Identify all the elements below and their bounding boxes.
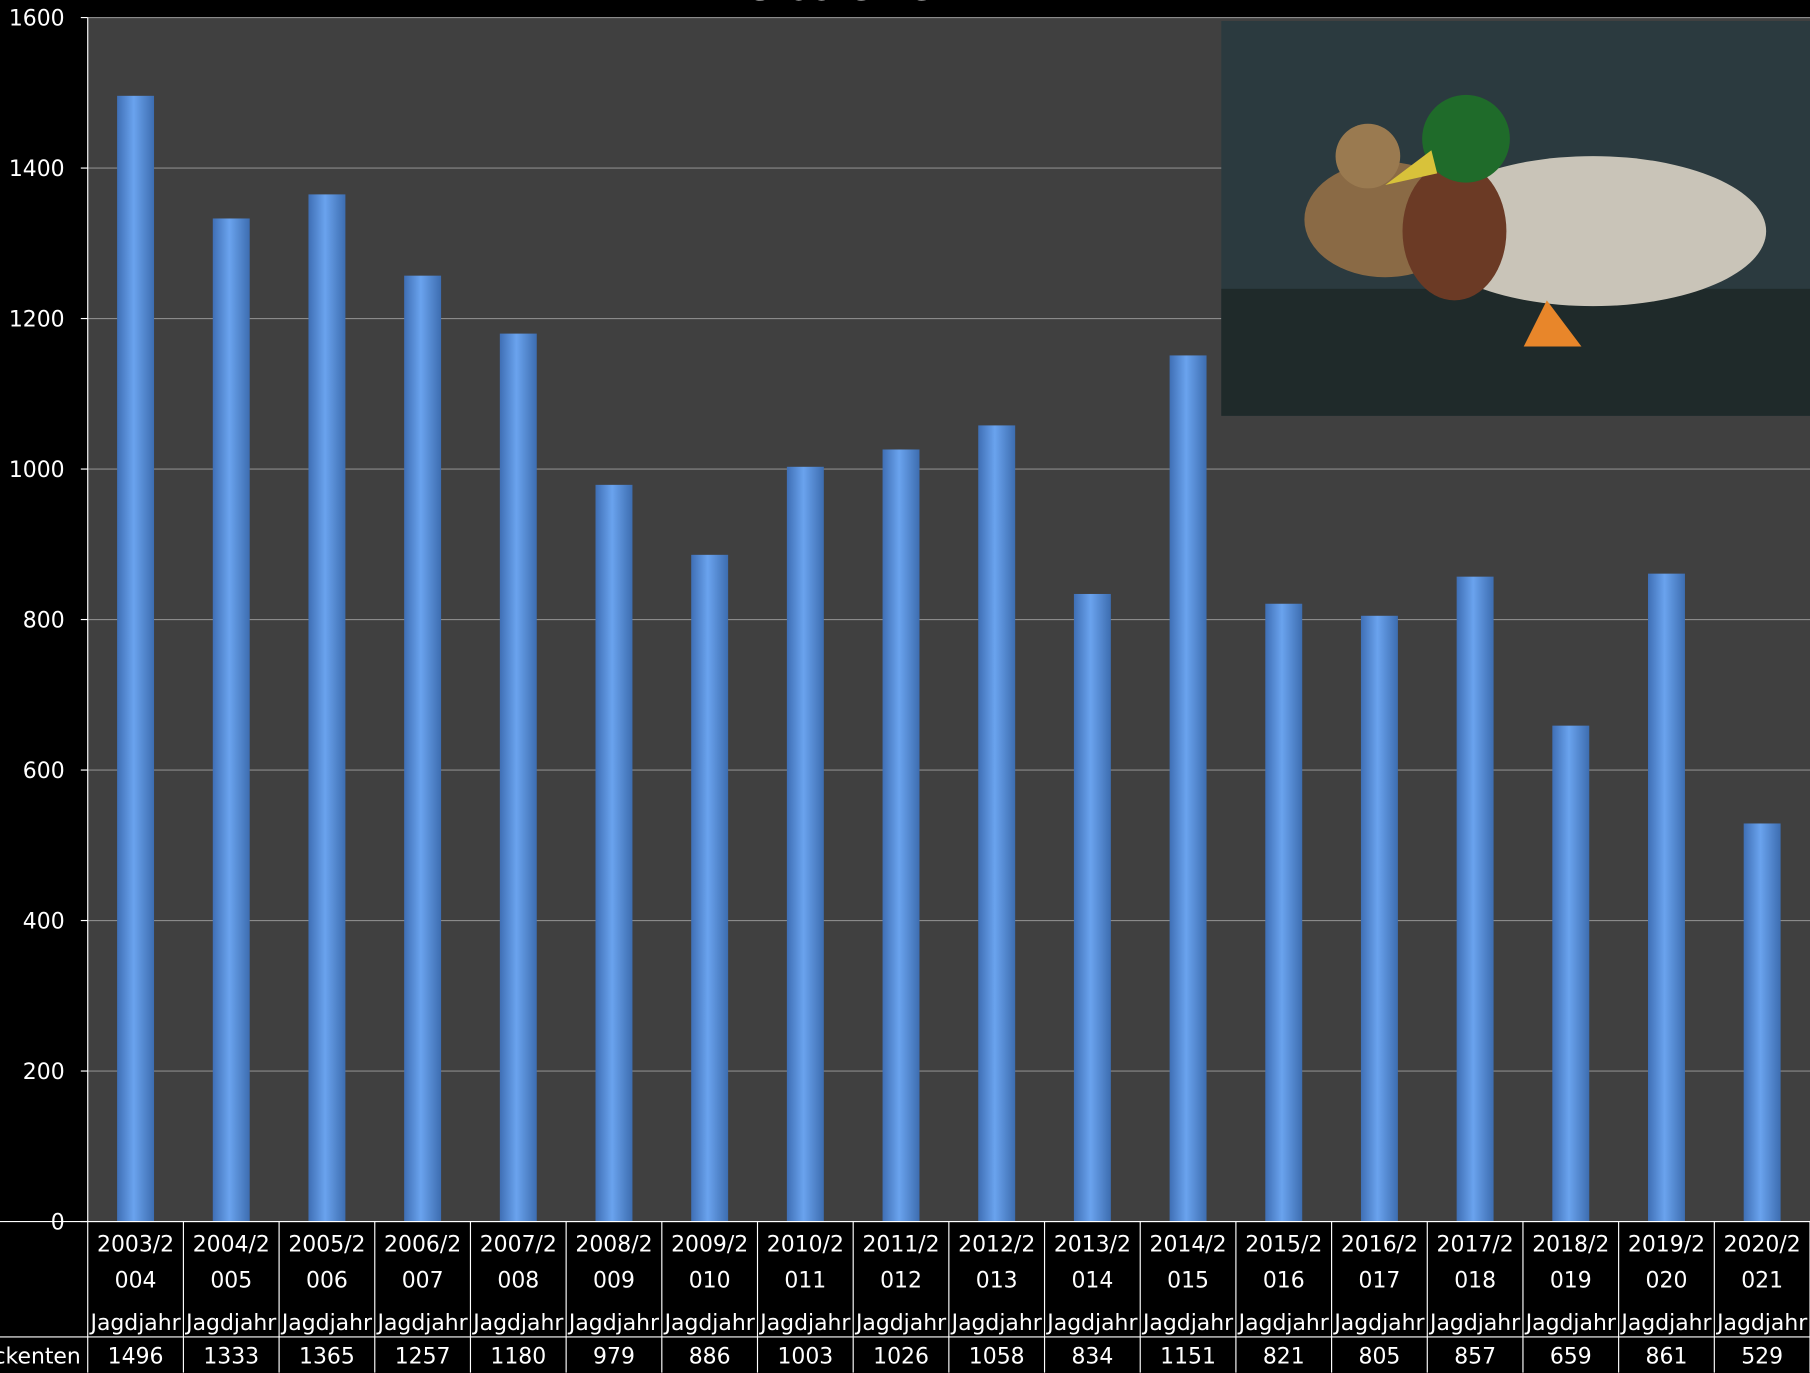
x-tick-label: 2012/2 013 Jagdjahr [950, 1233, 1043, 1336]
bar [786, 466, 824, 1222]
x-tick-label: 2016/2 017 Jagdjahr [1332, 1233, 1425, 1336]
value-label: 1058 [969, 1345, 1025, 1370]
x-tick-label: 2009/2 010 Jagdjahr [663, 1233, 756, 1336]
value-label: 886 [689, 1345, 731, 1370]
duck-male-head [1422, 94, 1510, 183]
y-tick-label: 0 [51, 1211, 65, 1236]
value-label: 834 [1071, 1345, 1113, 1370]
y-tick-label: 200 [23, 1060, 65, 1085]
value-label: 1151 [1160, 1345, 1216, 1370]
photo [1221, 21, 1810, 416]
x-tick-label: 2015/2 016 Jagdjahr [1237, 1233, 1330, 1336]
value-label: 1180 [490, 1345, 546, 1370]
photo-water [1221, 288, 1810, 416]
value-label: 821 [1263, 1345, 1305, 1370]
x-tick-label: 2020/2 021 Jagdjahr [1715, 1233, 1808, 1336]
x-tick-label: 2008/2 009 Jagdjahr [567, 1233, 660, 1336]
bar [1265, 603, 1303, 1222]
bar [1073, 593, 1111, 1222]
value-label: 1026 [873, 1345, 929, 1370]
value-label: 1496 [108, 1345, 164, 1370]
value-label: 1365 [299, 1345, 355, 1370]
y-tick-label: 800 [23, 609, 65, 634]
duck-male [1419, 156, 1767, 307]
value-label: 1257 [395, 1345, 451, 1370]
value-label: 1003 [777, 1345, 833, 1370]
value-label: 857 [1454, 1345, 1496, 1370]
bar [1648, 573, 1685, 1222]
value-label: 861 [1646, 1345, 1688, 1370]
duck-foot [1523, 300, 1582, 347]
value-label: 805 [1359, 1345, 1401, 1370]
bar [978, 425, 1016, 1222]
x-tick-label: 2011/2 012 Jagdjahr [854, 1233, 947, 1336]
duck-male-breast [1402, 161, 1507, 301]
bar [117, 95, 155, 1222]
bar [882, 449, 920, 1222]
y-tick-label: 400 [23, 910, 65, 935]
y-tick-label: 600 [23, 759, 65, 784]
bar [404, 275, 442, 1222]
bar [1552, 725, 1590, 1222]
bar [308, 194, 346, 1222]
bar [691, 554, 729, 1222]
x-tick-label: 2007/2 008 Jagdjahr [471, 1233, 564, 1336]
x-tick-label: 2005/2 006 Jagdjahr [280, 1233, 373, 1336]
y-tick-label: 1000 [9, 458, 65, 483]
x-tick-label: 2014/2 015 Jagdjahr [1141, 1233, 1234, 1336]
value-label: 529 [1741, 1345, 1783, 1370]
bar [1360, 615, 1398, 1222]
y-tick-label: 1200 [9, 308, 65, 333]
x-tick-label: 2019/2 020 Jagdjahr [1619, 1233, 1712, 1336]
bar [1456, 576, 1494, 1222]
x-tick-label: 2006/2 007 Jagdjahr [376, 1233, 469, 1336]
x-tick-label: 2017/2 018 Jagdjahr [1428, 1233, 1521, 1336]
x-tick-label: 2018/2 019 Jagdjahr [1524, 1233, 1617, 1336]
x-tick-label: 2013/2 014 Jagdjahr [1045, 1233, 1138, 1336]
duck-female-head [1335, 123, 1401, 189]
bar [212, 218, 250, 1222]
x-tick-label: 2004/2 005 Jagdjahr [184, 1233, 277, 1336]
x-tick-label: 2003/2 004 Jagdjahr [88, 1233, 181, 1336]
value-label: 659 [1550, 1345, 1592, 1370]
chart-title: Stockenten [749, 0, 955, 8]
bar [1743, 823, 1781, 1222]
y-tick-label: 1600 [9, 7, 65, 32]
bar [499, 333, 537, 1222]
y-tick-label: 1400 [9, 157, 65, 182]
value-label: 1333 [203, 1345, 259, 1370]
row-label: Stockenten [0, 1345, 81, 1370]
bar [595, 484, 633, 1222]
bar [1169, 355, 1207, 1222]
x-tick-label: 2010/2 011 Jagdjahr [758, 1233, 851, 1336]
value-label: 979 [593, 1345, 635, 1370]
